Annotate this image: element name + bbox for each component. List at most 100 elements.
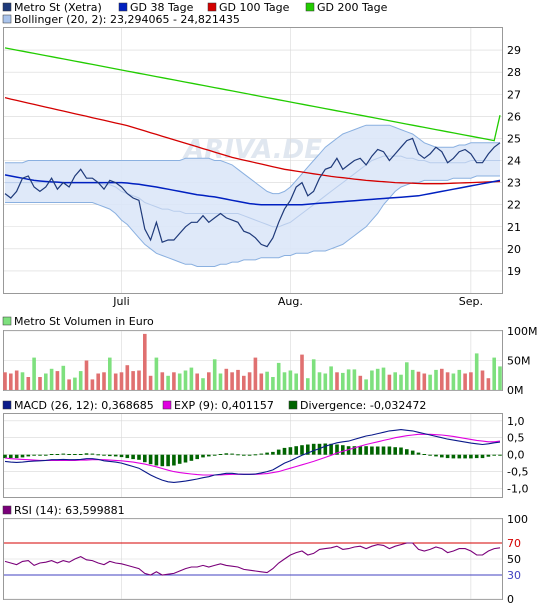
volume-bar xyxy=(20,372,25,390)
legend-label-price: Metro St (Xetra) xyxy=(14,1,102,14)
volume-bar xyxy=(73,377,77,390)
volume-bar xyxy=(393,372,397,390)
legend-label-divergence: Divergence: -0,032472 xyxy=(300,399,426,412)
divergence-bar xyxy=(90,453,95,455)
volume-bar xyxy=(49,368,54,390)
divergence-bar xyxy=(201,454,205,458)
divergence-bar xyxy=(113,454,118,457)
volume-bar xyxy=(387,374,392,390)
divergence-bar xyxy=(346,446,351,455)
legend-label-exp: EXP (9): 0,401157 xyxy=(174,399,274,412)
volume-bar xyxy=(189,367,194,390)
rsi-series-layer xyxy=(4,518,502,600)
divergence-bar xyxy=(67,454,71,455)
price-y-tick: 22 xyxy=(507,199,521,212)
divergence-bar xyxy=(393,447,397,455)
legend-swatch-price xyxy=(2,2,12,12)
divergence-bar xyxy=(469,454,473,459)
divergence-bar xyxy=(177,454,182,464)
divergence-bar xyxy=(55,454,60,455)
volume-bar xyxy=(370,370,374,390)
bollinger-upper-line xyxy=(5,124,500,195)
gd38-line xyxy=(4,174,501,206)
divergence-bar xyxy=(399,447,403,455)
volume-legend: Metro St Volumen in Euro xyxy=(2,315,154,328)
price-x-tick: Juli xyxy=(112,295,129,308)
divergence-bar xyxy=(61,453,66,455)
volume-bar xyxy=(306,378,310,390)
divergence-bar xyxy=(3,454,7,459)
legend-label-rsi: RSI (14): 63,599881 xyxy=(14,504,125,517)
divergence-bar xyxy=(317,443,322,455)
divergence-bar xyxy=(102,454,106,456)
macd-legend: MACD (26, 12): 0,368685 EXP (9): 0,40115… xyxy=(2,399,426,412)
divergence-bar xyxy=(195,454,199,460)
legend-swatch-exp xyxy=(162,400,172,410)
volume-bar xyxy=(434,369,438,390)
divergence-bar xyxy=(329,443,333,455)
volume-bar xyxy=(247,372,252,390)
volume-bar xyxy=(282,372,287,390)
rsi-legend: RSI (14): 63,599881 xyxy=(2,504,125,517)
divergence-bar xyxy=(131,454,135,460)
volume-bar xyxy=(445,372,450,390)
divergence-bar xyxy=(212,454,217,456)
macd-line xyxy=(4,429,501,483)
legend-swatch-volume xyxy=(2,316,12,326)
divergence-bar xyxy=(242,454,246,456)
divergence-bar xyxy=(183,454,188,463)
divergence-bar xyxy=(32,454,36,456)
divergence-bar xyxy=(78,454,83,455)
volume-bar xyxy=(55,371,60,390)
volume-bar xyxy=(428,374,432,390)
divergence-bar xyxy=(457,454,462,459)
legend-label-bollinger: Bollinger (20, 2): 23,294065 - 24,821435 xyxy=(14,13,240,26)
divergence-bar xyxy=(9,454,13,459)
volume-bar xyxy=(276,362,281,390)
volume-bar xyxy=(166,375,170,390)
divergence-bar xyxy=(137,454,141,460)
price-legend: Metro St (Xetra) GD 38 Tage GD 100 Tage … xyxy=(2,1,388,26)
volume-bar xyxy=(341,372,345,390)
volume-bar xyxy=(154,357,159,390)
volume-bar xyxy=(3,372,7,390)
volume-y-tick: 0M xyxy=(507,384,524,397)
price-x-tick: Sep. xyxy=(459,295,483,308)
volume-bar xyxy=(300,354,304,390)
divergence-bar xyxy=(218,454,223,455)
price-y-tick: 23 xyxy=(507,177,521,190)
volume-bar xyxy=(358,375,363,390)
volume-bar xyxy=(492,357,496,390)
divergence-bar xyxy=(253,454,258,456)
divergence-bar xyxy=(451,454,456,459)
volume-bar xyxy=(498,366,502,390)
legend-label-gd38: GD 38 Tage xyxy=(130,1,194,14)
volume-bar xyxy=(416,371,421,390)
divergence-bar xyxy=(474,454,479,459)
volume-bar xyxy=(457,369,462,390)
divergence-bar xyxy=(236,454,240,456)
divergence-bar xyxy=(288,447,293,455)
volume-bar xyxy=(271,377,275,390)
volume-bar xyxy=(119,372,124,390)
volume-bar xyxy=(440,368,444,390)
volume-bar xyxy=(224,368,229,390)
legend-label-volume: Metro St Volumen in Euro xyxy=(14,315,154,328)
volume-bar xyxy=(399,374,403,390)
divergence-bar xyxy=(405,449,409,455)
legend-swatch-gd38 xyxy=(118,2,128,12)
divergence-bar xyxy=(26,454,31,457)
legend-swatch-gd200 xyxy=(305,2,315,12)
divergence-bar xyxy=(84,453,89,455)
divergence-bar xyxy=(108,454,112,457)
volume-bar xyxy=(195,373,199,390)
legend-label-gd200: GD 200 Tage xyxy=(317,1,388,14)
volume-bar xyxy=(352,369,357,390)
divergence-bar xyxy=(154,454,159,466)
divergence-bar xyxy=(364,446,368,455)
volume-bar xyxy=(364,379,368,390)
price-series-layer xyxy=(4,28,502,293)
legend-swatch-gd100 xyxy=(207,2,217,12)
volume-bar xyxy=(14,370,19,390)
volume-bars-layer xyxy=(3,330,502,391)
